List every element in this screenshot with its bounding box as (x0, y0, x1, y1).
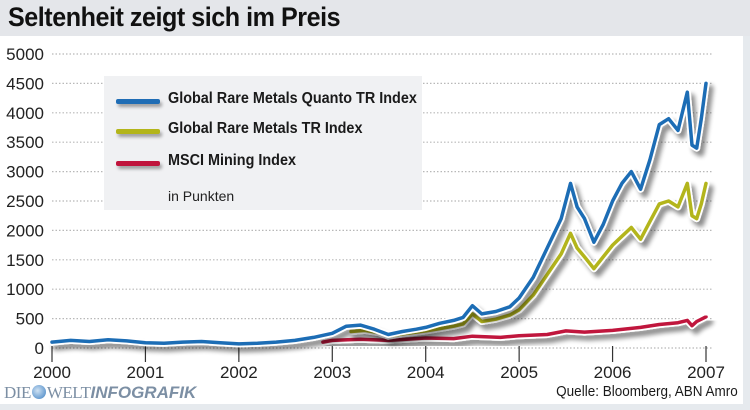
y-tick-label: 3500 (6, 133, 44, 152)
right-border (743, 36, 750, 410)
y-tick-label: 5000 (6, 45, 44, 64)
y-tick-label: 2500 (6, 192, 44, 211)
source-note: Quelle: Bloomberg, ABN Amro (556, 383, 738, 400)
x-tick-label: 2007 (687, 363, 725, 382)
y-tick-label: 3000 (6, 163, 44, 182)
unit-note: in Punkten (168, 188, 235, 204)
x-tick-label: 2000 (33, 363, 71, 382)
x-tick-label: 2001 (127, 363, 165, 382)
legend-label-quanto: Global Rare Metals Quanto TR Index (168, 90, 417, 107)
series-msci-line (321, 315, 708, 344)
series-msci-line-group (319, 313, 710, 346)
legend: Global Rare Metals Quanto TR Index Globa… (104, 76, 422, 210)
x-tick-label: 2004 (407, 363, 445, 382)
y-tick-label: 0 (35, 339, 44, 358)
title-bar: Seltenheit zeigt sich im Preis (0, 0, 750, 36)
y-tick-label: 1500 (6, 251, 44, 270)
x-tick-label: 2005 (500, 363, 538, 382)
y-tick-label: 4000 (6, 104, 44, 123)
legend-swatch-quanto (116, 99, 160, 104)
globe-icon (31, 385, 46, 399)
legend-swatch-tr (116, 129, 160, 134)
x-tick-label: 2006 (594, 363, 632, 382)
series-quanto-line (50, 81, 708, 346)
logo-welt: WELT (46, 383, 91, 402)
legend-label-msci: MSCI Mining Index (168, 152, 296, 169)
chart-title: Seltenheit zeigt sich im Preis (8, 2, 341, 32)
y-tick-label: 2000 (6, 221, 44, 240)
y-tick-label: 4500 (6, 74, 44, 93)
logo-die: DIE (4, 383, 31, 402)
x-tick-label: 2003 (313, 363, 351, 382)
y-tick-label: 500 (16, 310, 44, 329)
x-tick-label: 2002 (220, 363, 258, 382)
legend-label-tr: Global Rare Metals TR Index (168, 120, 363, 137)
y-tick-label: 1000 (6, 280, 44, 299)
series-quanto-line-group (48, 79, 710, 348)
legend-swatch-msci (116, 161, 160, 166)
die-welt-infografik-logo: DIE WELTINFOGRAFIK (4, 383, 196, 403)
logo-infografik: INFOGRAFIK (90, 383, 197, 402)
